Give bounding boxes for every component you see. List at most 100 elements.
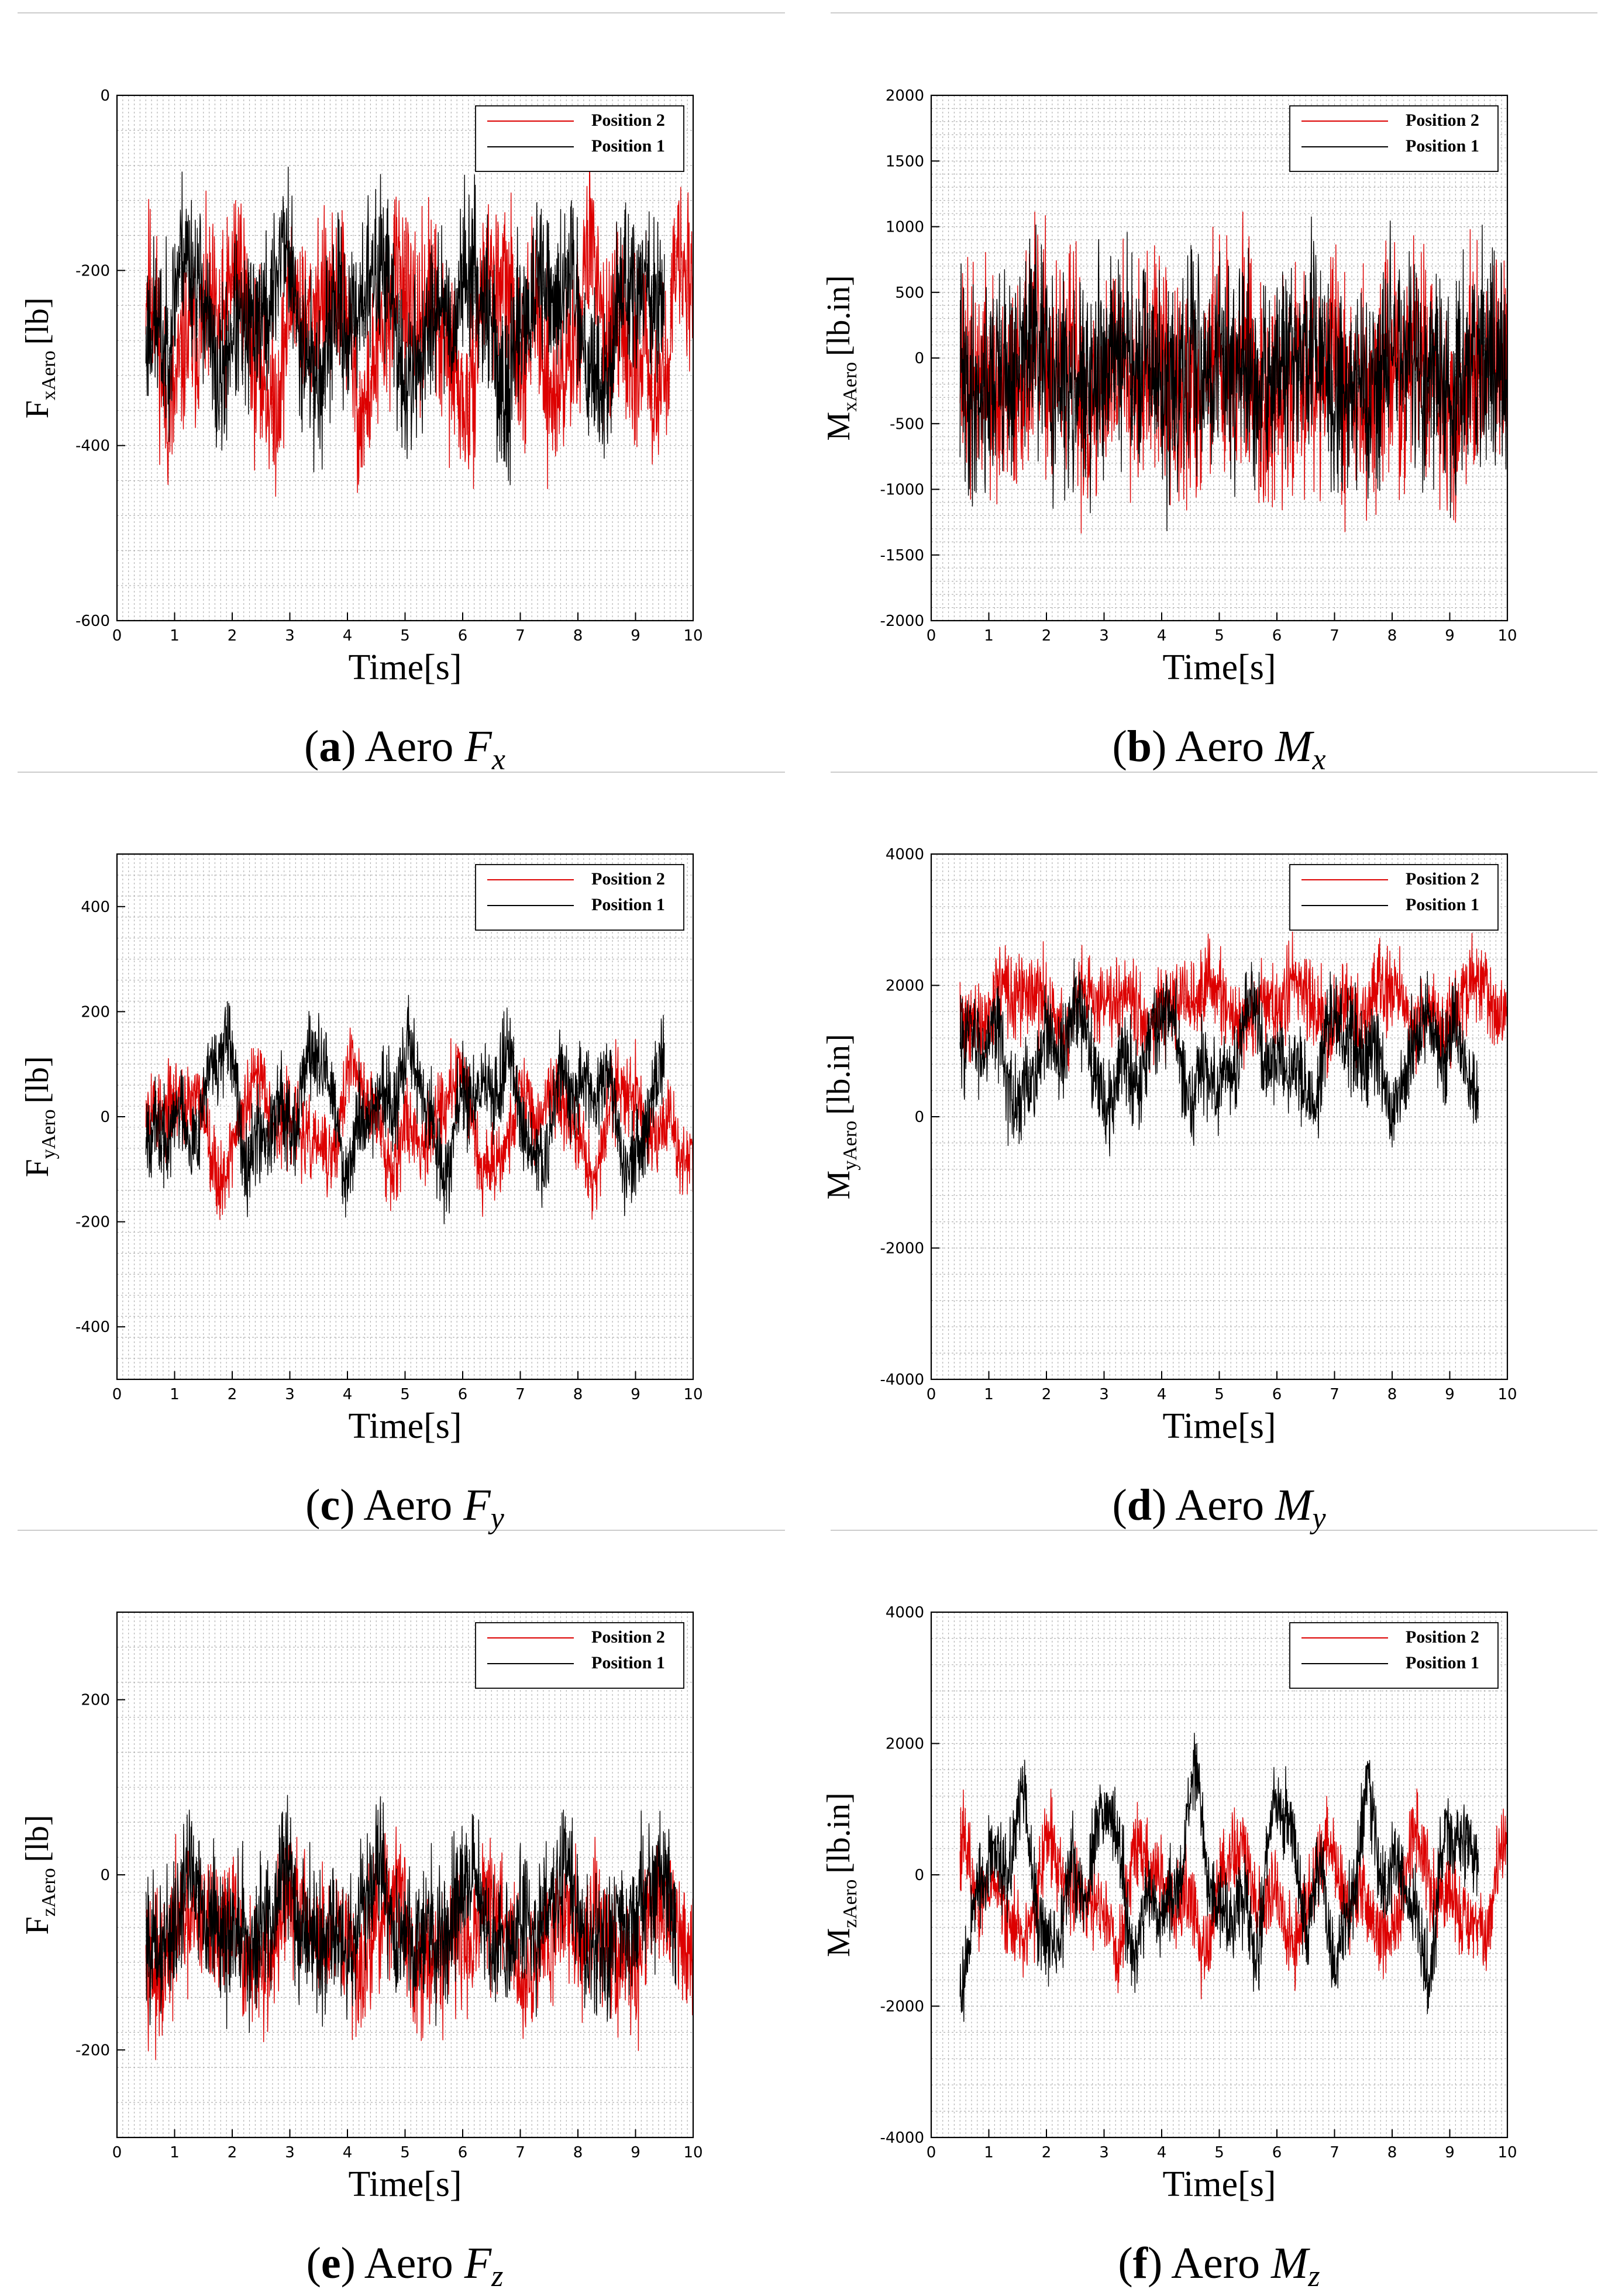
y-tick-label: -4000 — [880, 2129, 924, 2147]
caption-open-paren: ( — [307, 2239, 321, 2288]
y-tick-label: -1000 — [880, 481, 924, 499]
legend-entry-2: Position 1 — [591, 1653, 665, 1672]
x-tick-label: 0 — [927, 1386, 936, 1403]
caption-open-paren: ( — [1118, 2239, 1132, 2288]
series-line-position-1 — [959, 216, 1507, 532]
caption-subscript: z — [1307, 2260, 1320, 2293]
legend-entry-2: Position 1 — [1406, 1653, 1479, 1672]
panel-caption: (b) Aero Mx — [1112, 722, 1325, 776]
y-axis-label: MxAero [lb.in] — [821, 275, 861, 440]
y-tick-label: 1500 — [886, 153, 924, 170]
chart-panel-b: 0 1 2 3 4 5 6 7 8 9 10 -2000 -1500 -1000 -500 0 500 1000 1… — [821, 87, 1517, 776]
series-line-position-1 — [145, 994, 665, 1224]
y-axis-label: MyAero [lb.in] — [821, 1034, 861, 1199]
x-axis-label: Time[s] — [348, 2164, 462, 2204]
y-label-symbol: F — [19, 400, 56, 418]
legend-entry-2: Position 1 — [591, 136, 665, 156]
chart-panel-f: 0 1 2 3 4 5 6 7 8 9 10 -4000 -2000 0 2000 4000 Time[s] Mz… — [821, 1604, 1517, 2293]
y-tick-label: 0 — [914, 350, 924, 367]
y-tick-label: -4000 — [880, 1371, 924, 1389]
x-tick-label: 4 — [1157, 2144, 1167, 2161]
x-tick-label: 4 — [343, 627, 353, 645]
legend-entry-1: Position 2 — [1406, 1627, 1479, 1647]
caption-text: Aero — [364, 2239, 464, 2288]
y-tick-label: -200 — [75, 262, 110, 280]
y-label-unit: [lb] — [19, 298, 56, 345]
x-tick-label: 9 — [1445, 1386, 1455, 1403]
x-tick-label: 5 — [1214, 2144, 1224, 2161]
caption-symbol: M — [1275, 1481, 1314, 1530]
legend-entry-1: Position 2 — [591, 869, 665, 889]
y-tick-label: -500 — [890, 415, 924, 433]
x-tick-label: 8 — [573, 1386, 583, 1403]
series-line-position-1 — [959, 1733, 1479, 2022]
chart-panel-c: 0 1 2 3 4 5 6 7 8 9 10-400-2000200400Time[s]FyAero… — [19, 853, 703, 1535]
x-tick-label: 0 — [112, 1386, 122, 1403]
x-tick-label: 8 — [1387, 627, 1397, 645]
panel-caption: (a) Aero Fx — [304, 722, 505, 776]
x-tick-label: 9 — [1445, 627, 1455, 645]
x-tick-label: 3 — [285, 627, 295, 645]
x-tick-label: 4 — [343, 2144, 353, 2161]
series-line-position-2 — [145, 150, 693, 497]
y-label-unit: [lb] — [19, 1815, 56, 1862]
legend-box — [1289, 1622, 1499, 1689]
legend-entry-2: Position 1 — [1406, 136, 1479, 156]
x-tick-label: 1 — [984, 1386, 994, 1403]
y-tick-label: 0 — [914, 1109, 924, 1126]
y-label-subscript: yAero — [38, 1109, 60, 1159]
x-tick-label: 10 — [683, 627, 703, 645]
x-tick-label: 4 — [1157, 1386, 1167, 1403]
x-tick-label: 10 — [1497, 1386, 1517, 1403]
x-tick-label: 10 — [683, 2144, 703, 2161]
caption-subscript: x — [491, 743, 505, 776]
legend-entry-2: Position 1 — [1406, 895, 1479, 914]
x-tick-label: 6 — [1272, 2144, 1282, 2161]
x-tick-label: 3 — [1099, 1386, 1109, 1403]
legend-box — [475, 1622, 684, 1689]
y-tick-label: -200 — [75, 2042, 110, 2059]
caption-text: Aero — [1171, 2239, 1271, 2288]
caption-letter: a — [319, 722, 341, 771]
y-axis-label: MzAero [lb.in] — [821, 1792, 861, 1957]
y-tick-label: -600 — [75, 612, 110, 630]
caption-letter: b — [1127, 722, 1152, 771]
y-tick-label: -200 — [75, 1214, 110, 1231]
legend-box — [475, 864, 684, 931]
caption-close-paren: ) — [341, 722, 364, 771]
y-label-subscript: xAero — [38, 350, 60, 400]
x-tick-label: 3 — [285, 2144, 295, 2161]
x-tick-label: 1 — [984, 627, 994, 645]
caption-open-paren: ( — [1112, 722, 1127, 771]
y-axis-label: FyAero [lb] — [19, 1056, 60, 1178]
x-tick-label: 5 — [400, 1386, 410, 1403]
legend-entry-1: Position 2 — [1406, 111, 1479, 130]
x-tick-label: 3 — [1099, 627, 1109, 645]
x-tick-label: 1 — [984, 2144, 994, 2161]
x-tick-label: 2 — [1042, 2144, 1052, 2161]
caption-subscript: y — [488, 1502, 505, 1535]
caption-letter: e — [321, 2239, 341, 2288]
x-tick-label: 8 — [573, 627, 583, 645]
y-label-symbol: F — [19, 1159, 56, 1177]
x-tick-label: 3 — [1099, 2144, 1109, 2161]
x-tick-label: 8 — [1387, 1386, 1397, 1403]
y-tick-label: 1000 — [886, 219, 924, 236]
caption-symbol: F — [464, 2239, 493, 2288]
y-tick-label: -2000 — [880, 1240, 924, 1258]
x-tick-label: 7 — [1330, 1386, 1339, 1403]
y-tick-label: 500 — [895, 284, 924, 302]
caption-close-paren: ) — [1148, 2239, 1171, 2288]
legend: Position 2 Position 1 — [475, 1622, 684, 1689]
y-tick-label: 4000 — [886, 846, 924, 863]
x-tick-label: 3 — [285, 1386, 295, 1403]
y-label-symbol: M — [821, 412, 857, 441]
series-line-position-2 — [959, 931, 1507, 1079]
x-tick-label: 1 — [170, 1386, 180, 1403]
x-tick-label: 7 — [1330, 2144, 1339, 2161]
panel-caption: (f) Aero Mz — [1118, 2239, 1320, 2293]
y-tick-label: 0 — [100, 87, 110, 105]
series-line-position-2 — [959, 1788, 1507, 1999]
panel-caption: (e) Aero Fz — [307, 2239, 504, 2293]
